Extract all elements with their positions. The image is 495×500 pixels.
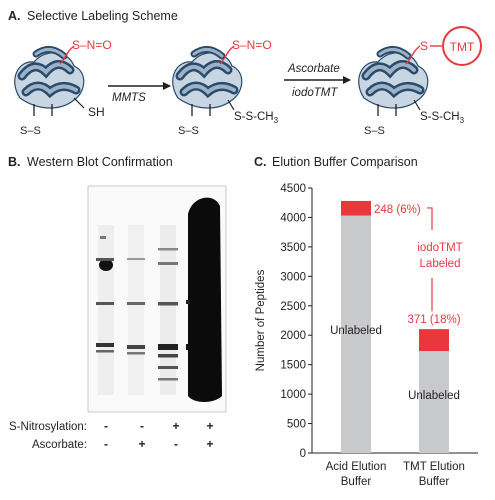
x-category-label-2: Buffer: [419, 476, 450, 488]
panel-b-title: Western Blot Confirmation: [27, 155, 173, 169]
x-category-label-1: Acid Elution: [326, 461, 387, 473]
bar-unlabeled-1: [341, 215, 371, 453]
panel-c-title: Elution Buffer Comparison: [272, 155, 418, 169]
sno-bond-1: [59, 45, 75, 65]
s-bond-3: [405, 45, 421, 65]
sno-group-2: S–N=O: [232, 38, 272, 52]
y-axis-label: Number of Peptides: [255, 269, 267, 371]
y-tick-label: 2000: [280, 330, 306, 342]
disulfide-3: S–S: [364, 125, 385, 137]
y-tick-label: 2500: [280, 301, 306, 313]
panel-a-label: A.: [8, 9, 21, 23]
y-tick-label: 1500: [280, 360, 306, 372]
sign-s-nitrosylation-lane-1: -: [104, 419, 108, 433]
sh-bond: [73, 97, 85, 109]
ssch3-bond-3: [413, 99, 421, 111]
annotation-labeled: Labeled: [420, 258, 461, 270]
sign-ascorbate-lane-3: -: [174, 437, 178, 451]
protein-structure-1: [15, 49, 84, 116]
row-label-ascorbate: Ascorbate:: [32, 439, 87, 451]
iodotmt-reagent: iodoTMT: [292, 87, 338, 99]
sign-ascorbate-lane-2: +: [138, 437, 145, 451]
y-tick-label: 4500: [280, 183, 306, 195]
y-tick-label: 1000: [280, 389, 306, 401]
sno-group-1: S–N=O: [72, 38, 112, 52]
ssch3-bond-2: [227, 99, 235, 111]
sign-ascorbate-lane-1: -: [104, 437, 108, 451]
bar-labeled-2: [419, 329, 449, 352]
disulfide-2: S–S: [178, 125, 199, 137]
western-blot-image: [87, 185, 227, 413]
annotation-iodotmt: iodoTMT: [417, 242, 462, 254]
bracket-top: [427, 207, 433, 230]
x-category-label-2: TMT Elution: [403, 461, 465, 473]
panel-c-label: C.: [254, 155, 267, 169]
stacked-bar-chart: 0 500 1000 1500 2000 2500 3000 3500 4000 4500 Numb…: [255, 183, 478, 488]
mmts-reagent: MMTS: [112, 92, 146, 104]
methylthio-group-2: S-S-CH3: [234, 111, 279, 125]
tmt-tag-label: TMT: [450, 40, 475, 54]
bar-unlabeled-2: [419, 351, 449, 453]
y-tick-label: 4000: [280, 212, 306, 224]
ascorbate-reagent: Ascorbate: [287, 63, 340, 75]
sign-s-nitrosylation-lane-2: -: [140, 419, 144, 433]
y-tick-label: 3000: [280, 271, 306, 283]
bar-labeled-1: [341, 200, 371, 216]
lane-condition-signs: - - + + - + - +: [104, 419, 214, 451]
sno-bond-2: [219, 45, 235, 65]
x-category-label-1: Buffer: [341, 476, 372, 488]
y-tick-label: 3500: [280, 242, 306, 254]
unlabeled-text-2: Unlabeled: [408, 390, 460, 402]
sign-s-nitrosylation-lane-4: +: [206, 419, 213, 433]
y-tick-label: 500: [287, 419, 306, 431]
data-label-acid: 248 (6%): [374, 204, 421, 216]
panel-b-label: B.: [8, 155, 21, 169]
sign-ascorbate-lane-4: +: [206, 437, 213, 451]
tmt-tag-circle: [442, 26, 482, 66]
panel-a-title: Selective Labeling Scheme: [27, 9, 178, 23]
y-tick-label: 0: [300, 448, 306, 460]
row-label-s-nitrosylation: S-Nitrosylation:: [9, 421, 87, 433]
sign-s-nitrosylation-lane-3: +: [172, 419, 179, 433]
sulfur-atom-3: S: [420, 39, 428, 53]
disulfide-1: S–S: [20, 125, 41, 137]
data-label-tmt: 371 (18%): [407, 314, 460, 326]
methylthio-group-3: S-S-CH3: [420, 111, 465, 125]
thiol-group: SH: [88, 105, 105, 119]
unlabeled-text-1: Unlabeled: [330, 325, 382, 337]
